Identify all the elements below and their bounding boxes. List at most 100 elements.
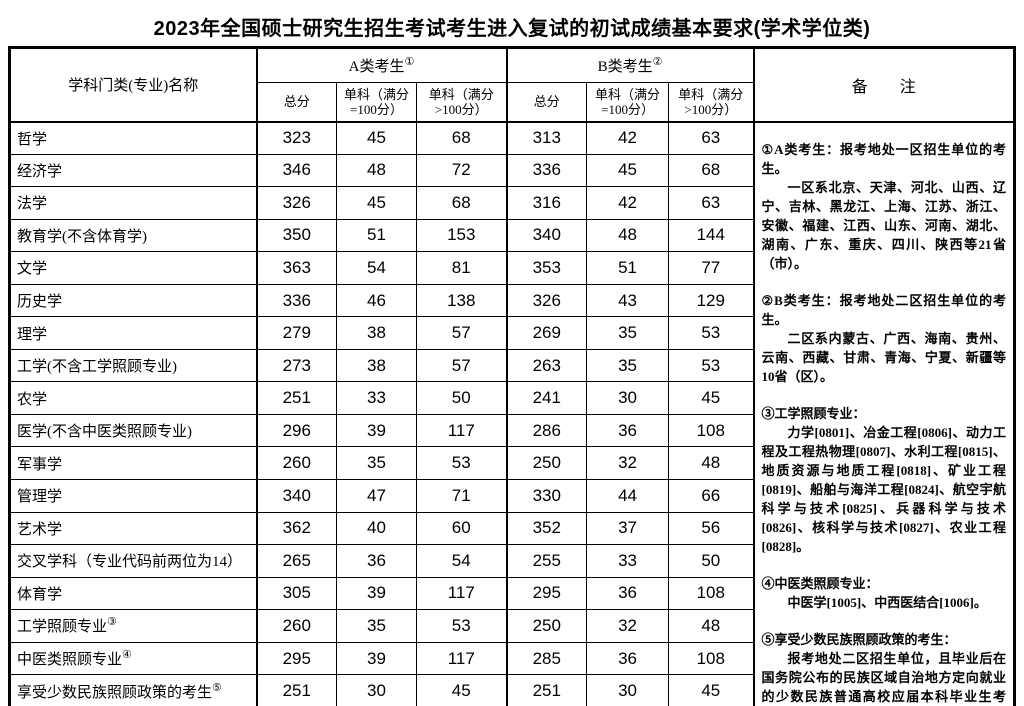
score-cell: 265 (255, 544, 337, 578)
note-body: 报考地处二区招生单位，且毕业后在国务院公布的民族区域自治地方定向就业的少数民族普… (761, 650, 1007, 704)
score-cell: 279 (255, 316, 337, 350)
score-cell: 323 (255, 121, 337, 155)
score-cell: 57 (415, 348, 508, 383)
table-row: 法学 326 45 68 316 42 63 (9, 186, 1015, 220)
score-cell: 138 (415, 283, 508, 318)
score-cell: 260 (255, 446, 337, 481)
table-row: 艺术学 362 40 60 352 37 56 (9, 511, 1015, 546)
subject-cell: 享受少数民族照顾政策的考生⑤ (9, 674, 257, 706)
score-cell: 153 (415, 218, 508, 253)
note-head: ④中医类照顾专业： (761, 575, 879, 591)
note-head: ⑤享受少数民族照顾政策的考生： (761, 631, 957, 647)
score-cell: 53 (668, 316, 755, 350)
subject-label: 理学 (17, 326, 48, 343)
note-block-eng-care: ③工学照顾专业： 力学[0801]、冶金工程[0806]、动力工程及工程热物理[… (762, 404, 1007, 556)
subject-cell: 艺术学 (9, 511, 257, 546)
score-cell: 35 (586, 348, 670, 383)
table-row: 享受少数民族照顾政策的考生⑤ 251 30 45 251 30 45 (9, 674, 1015, 706)
score-cell: 63 (668, 121, 755, 155)
score-cell: 57 (415, 316, 508, 350)
table-row: 工学(不含工学照顾专业) 273 38 57 263 35 53 (9, 348, 1015, 383)
subject-cell: 工学(不含工学照顾专业) (9, 348, 257, 383)
score-cell: 36 (586, 576, 670, 611)
score-cell: 250 (505, 446, 588, 481)
score-cell: 72 (415, 153, 508, 188)
score-cell: 340 (505, 218, 588, 253)
score-cell: 68 (415, 121, 508, 155)
subject-cell: 中医类照顾专业④ (9, 641, 257, 676)
score-cell: 30 (586, 674, 670, 706)
score-cell: 363 (255, 251, 337, 285)
score-cell: 48 (586, 218, 670, 253)
score-cell: 40 (336, 511, 417, 546)
score-cell: 330 (505, 479, 588, 513)
column-header-a-total: 总分 (255, 81, 337, 123)
score-cell: 38 (336, 316, 417, 350)
score-cell: 48 (668, 609, 755, 643)
column-header-b-gt100: 单科（满分 >100分） (668, 81, 755, 123)
header-row-groups: 学科门类(专业)名称 A类考生① B类考生② 备 注 (9, 47, 1016, 123)
subject-label: 经济学 (17, 163, 63, 180)
note-block-a: ①A类考生：报考地处一区招生单位的考生。 一区系北京、天津、河北、山西、辽宁、吉… (762, 140, 1007, 273)
note-head: ②B类考生：报考地处二区招生单位的考生。 (761, 292, 1007, 327)
table-row: 军事学 260 35 53 250 32 48 (9, 446, 1015, 481)
column-header-group-b: B类考生② (505, 47, 755, 83)
score-cell: 47 (336, 479, 417, 513)
score-cell: 39 (336, 413, 417, 448)
score-cell: 37 (586, 511, 670, 546)
score-cell: 39 (336, 641, 417, 676)
score-cell: 63 (668, 186, 755, 220)
subject-cell: 教育学(不含体育学) (9, 218, 257, 253)
score-cell: 251 (255, 674, 337, 706)
score-cell: 295 (255, 641, 337, 676)
table-row: 工学照顾专业③ 260 35 53 250 32 48 (9, 609, 1015, 643)
table-row: 经济学 346 48 72 336 45 68 (9, 153, 1015, 188)
score-cell: 45 (586, 153, 670, 188)
subject-label: 军事学 (17, 456, 63, 473)
score-cell: 45 (668, 381, 755, 415)
score-cell: 255 (505, 544, 588, 578)
subject-label: 管理学 (17, 489, 63, 506)
subject-cell: 文学 (9, 251, 257, 285)
score-cell: 45 (415, 674, 508, 706)
header-row-sub: 总分 单科（满分 =100分） 单科（满分 >100分） 总分 单科（满分 =1… (10, 81, 1015, 123)
score-cell: 340 (255, 479, 337, 513)
subject-label: 享受少数民族照顾政策的考生 (17, 684, 213, 701)
score-cell: 313 (505, 121, 588, 155)
score-cell: 260 (255, 609, 337, 643)
group-a-label: A类考生 (348, 58, 405, 75)
score-cell: 286 (505, 413, 588, 448)
subject-label: 中医类照顾专业 (17, 652, 123, 669)
score-cell: 35 (586, 316, 670, 350)
score-cell: 30 (586, 381, 670, 415)
score-cell: 30 (336, 674, 417, 706)
score-cell: 336 (255, 283, 337, 318)
score-cell: 66 (668, 479, 755, 513)
score-cell: 54 (336, 251, 417, 285)
subject-label: 艺术学 (17, 521, 63, 538)
score-cell: 50 (668, 544, 755, 578)
table-row: 理学 279 38 57 269 35 53 (9, 316, 1015, 350)
score-cell: 117 (415, 576, 508, 611)
score-cell: 326 (505, 283, 588, 318)
score-cell: 48 (336, 153, 417, 188)
score-cell: 117 (415, 413, 508, 448)
score-cell: 77 (668, 251, 755, 285)
score-cell: 117 (415, 641, 508, 676)
score-cell: 346 (255, 153, 337, 188)
score-table: 学科门类(专业)名称 A类考生① B类考生② 备 注 总分 单科（满分 =100… (8, 46, 1017, 706)
score-cell: 36 (336, 544, 417, 578)
score-cell: 46 (336, 283, 417, 318)
score-cell: 71 (415, 479, 508, 513)
score-cell: 285 (505, 641, 588, 676)
score-cell: 362 (255, 511, 337, 546)
subject-label: 法学 (17, 196, 48, 213)
score-cell: 53 (668, 348, 755, 383)
note-block-minority: ⑤享受少数民族照顾政策的考生： 报考地处二区招生单位，且毕业后在国务院公布的民族… (762, 630, 1007, 706)
note-body: 中医学[1005]、中西医结合[1006]。 (787, 594, 987, 610)
score-cell: 45 (668, 674, 755, 706)
score-cell: 305 (255, 576, 337, 611)
subject-cell: 管理学 (9, 479, 257, 513)
score-cell: 129 (668, 283, 755, 318)
score-cell: 296 (255, 413, 337, 448)
